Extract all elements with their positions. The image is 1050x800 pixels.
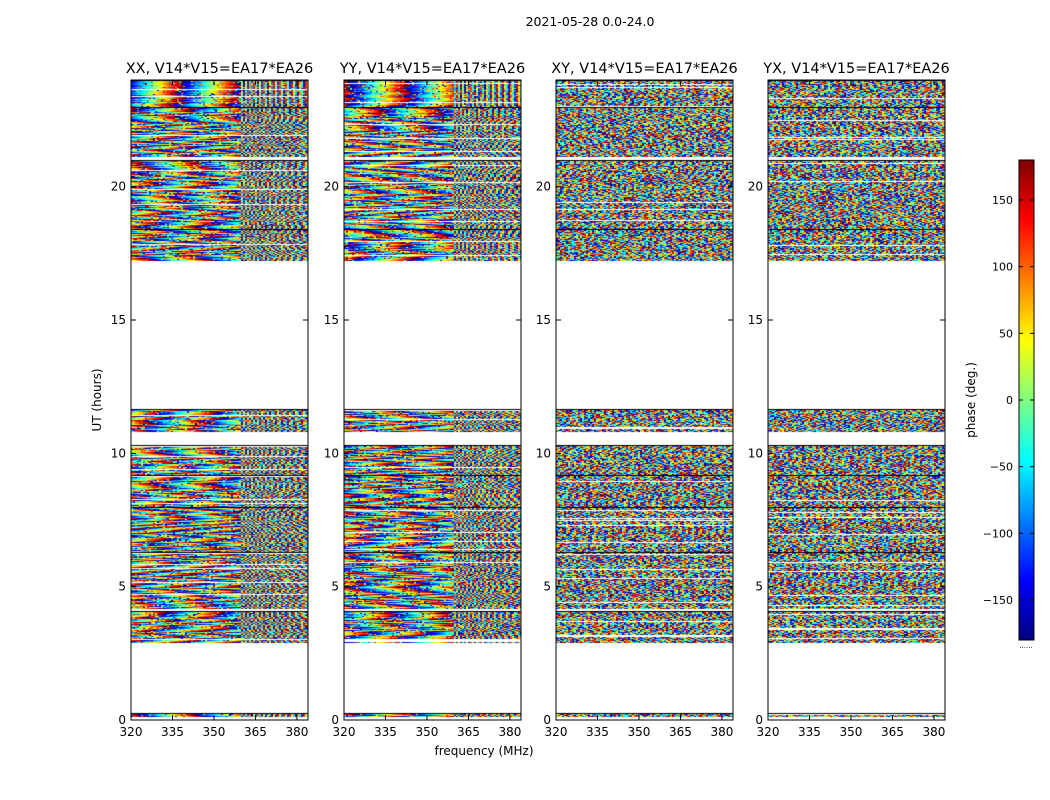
- x-tick-label: 380: [498, 725, 521, 739]
- phase-heatmap: [131, 80, 308, 720]
- colorbar-tick-label: 0: [1006, 394, 1013, 407]
- panel-frame: [767, 79, 946, 721]
- x-tick-label: 320: [757, 725, 780, 739]
- y-tick-label: 15: [324, 313, 339, 327]
- panels-group: XX, V14*V15=EA17*EA26 320 335 350 365 380 0 5 10…: [111, 61, 950, 739]
- x-tick-label: 335: [161, 725, 184, 739]
- x-tick-label: 335: [374, 725, 397, 739]
- x-tick-label: 320: [545, 725, 568, 739]
- x-tick-label: 365: [457, 725, 480, 739]
- x-tick-label: 335: [798, 725, 821, 739]
- y-tick-label: 15: [111, 313, 126, 327]
- colorbar-label: phase (deg.): [964, 362, 978, 438]
- phase-heatmap: [344, 80, 521, 720]
- y-tick-label: 15: [536, 313, 551, 327]
- colorbar-tick-label: 100: [992, 261, 1013, 274]
- y-tick-label: 15: [748, 313, 763, 327]
- x-tick-label: 365: [669, 725, 692, 739]
- x-tick-label: 350: [840, 725, 863, 739]
- colorbar-ticks: 150 100 50 0 −50 −100 −150: [983, 194, 1034, 607]
- colorbar-tick-label: 150: [992, 194, 1013, 207]
- y-axis-label: UT (hours): [90, 368, 104, 431]
- y-tick-label: 0: [331, 713, 339, 727]
- colorbar-tick-label: −100: [983, 527, 1013, 540]
- y-tick-label: 10: [111, 446, 126, 460]
- x-tick-label: 320: [333, 725, 356, 739]
- colorbar-tick-label: −150: [983, 594, 1013, 607]
- x-axis-label: frequency (MHz): [434, 744, 533, 758]
- x-tick-label: 335: [586, 725, 609, 739]
- panel-yx: YX, V14*V15=EA17*EA26 320 335 350 365 380 0 5 10…: [748, 61, 950, 739]
- panel-title: YY, V14*V15=EA17*EA26: [339, 61, 525, 77]
- panel-yy: YY, V14*V15=EA17*EA26 320 335 350 365 380 0 5 10…: [324, 61, 525, 739]
- colorbar-tick-label: −50: [990, 461, 1013, 474]
- x-tick-label: 320: [120, 725, 143, 739]
- y-tick-label: 20: [748, 180, 763, 194]
- panel-xx: XX, V14*V15=EA17*EA26 320 335 350 365 380 0 5 10…: [111, 61, 314, 739]
- x-tick-label: 365: [881, 725, 904, 739]
- y-tick-label: 0: [543, 713, 551, 727]
- x-tick-label: 350: [416, 725, 439, 739]
- x-tick-label: 350: [203, 725, 226, 739]
- panel-frame: [555, 79, 734, 721]
- y-tick-label: 0: [118, 713, 126, 727]
- x-tick-label: 380: [710, 725, 733, 739]
- y-tick-label: 5: [118, 580, 126, 594]
- x-tick-label: 380: [285, 725, 308, 739]
- panel-title: XY, V14*V15=EA17*EA26: [551, 61, 737, 77]
- phase-heatmap: [768, 80, 945, 720]
- y-tick-label: 5: [543, 580, 551, 594]
- panel-title: YX, V14*V15=EA17*EA26: [762, 61, 949, 77]
- colorbar: 150 100 50 0 −50 −100 −150 phase (deg.) ......: [964, 159, 1035, 650]
- y-tick-label: 10: [536, 446, 551, 460]
- colorbar-tick-label: 50: [999, 327, 1013, 340]
- x-tick-label: 365: [244, 725, 267, 739]
- panel-xy: XY, V14*V15=EA17*EA26 320 335 350 365 380 0 5 10…: [536, 61, 738, 739]
- x-tick-label: 350: [628, 725, 651, 739]
- y-tick-label: 0: [755, 713, 763, 727]
- x-tick-label: 380: [922, 725, 945, 739]
- panel-frame: [130, 79, 309, 721]
- panel-title: XX, V14*V15=EA17*EA26: [126, 61, 314, 77]
- panel-frame: [343, 79, 522, 721]
- y-tick-label: 10: [748, 446, 763, 460]
- y-tick-label: 20: [536, 180, 551, 194]
- y-tick-label: 5: [331, 580, 339, 594]
- colorbar-footnote: ......: [1019, 642, 1032, 650]
- y-tick-label: 10: [324, 446, 339, 460]
- figure-title: 2021-05-28 0.0-24.0: [526, 14, 655, 29]
- y-tick-label: 20: [324, 180, 339, 194]
- y-tick-label: 5: [755, 580, 763, 594]
- y-tick-label: 20: [111, 180, 126, 194]
- phase-heatmap: [556, 80, 733, 720]
